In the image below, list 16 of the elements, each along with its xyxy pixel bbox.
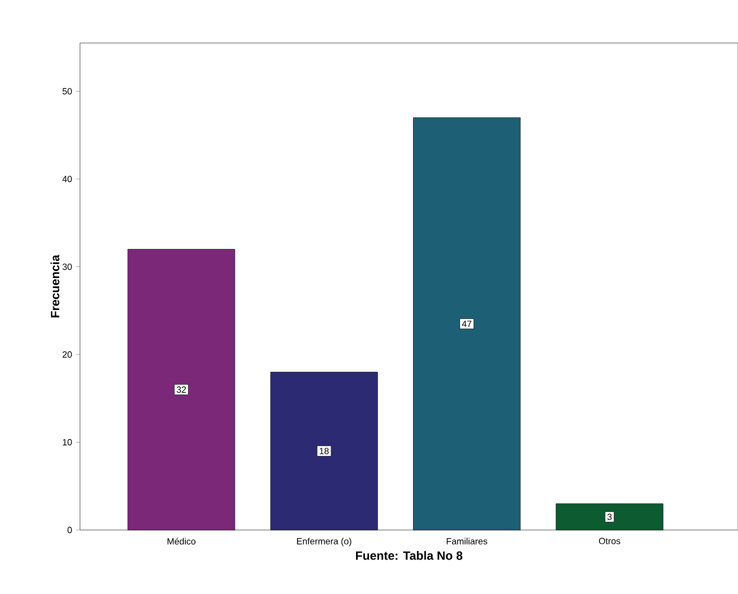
x-tick-label: Médico — [168, 538, 196, 545]
data-label: 47 — [462, 320, 472, 327]
x-tick-label: Familiares — [446, 538, 488, 544]
y-axis-title: Frecuencia — [50, 254, 60, 318]
data-label: 32 — [176, 386, 186, 393]
x-axis-title: Fuente: Tabla No 8 — [356, 551, 462, 560]
data-label: 3 — [607, 514, 612, 520]
x-tick-label: Enfermera (o) — [297, 538, 352, 546]
x-tick-label: Otros — [598, 538, 620, 544]
y-tick-label: 20 — [62, 351, 72, 358]
y-tick-label: 0 — [68, 526, 72, 534]
y-tick-label: 40 — [62, 176, 72, 182]
y-tick-label: 30 — [62, 264, 72, 270]
y-tick-label: 50 — [62, 88, 72, 94]
y-tick-label: 10 — [62, 439, 72, 446]
data-label: 18 — [320, 448, 329, 454]
